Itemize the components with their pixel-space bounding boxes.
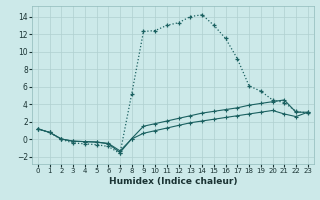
X-axis label: Humidex (Indice chaleur): Humidex (Indice chaleur) (108, 177, 237, 186)
